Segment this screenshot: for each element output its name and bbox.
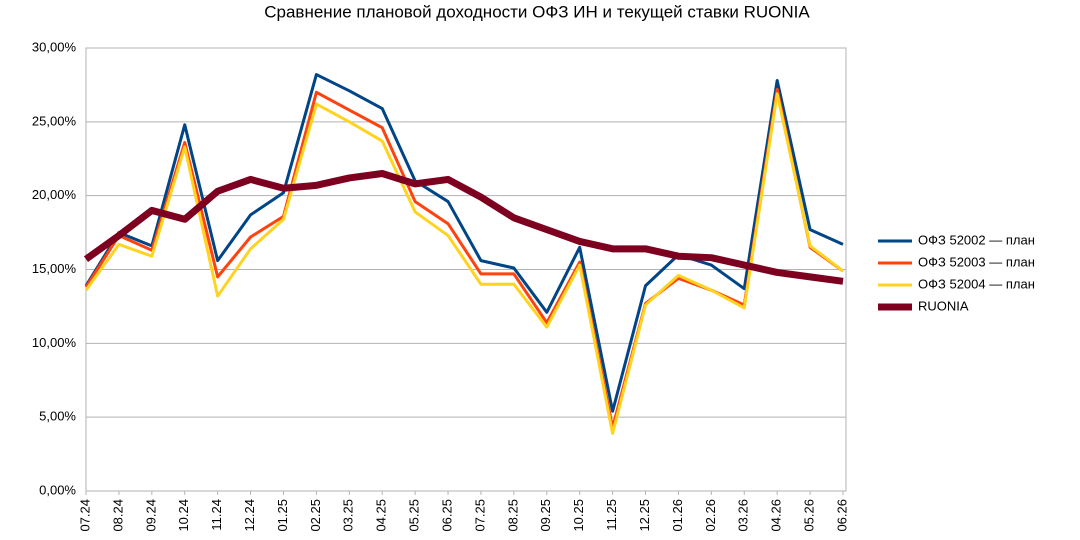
x-tick-label: 05.25 xyxy=(407,499,422,532)
x-tick-label: 02.25 xyxy=(308,499,323,532)
legend-label: ОФЗ 52004 — план xyxy=(918,276,1035,291)
legend-label: ОФЗ 52003 — план xyxy=(918,254,1035,269)
y-tick-label: 20,00% xyxy=(32,187,77,202)
y-tick-label: 10,00% xyxy=(32,335,77,350)
y-tick-label: 30,00% xyxy=(32,39,77,54)
y-tick-label: 15,00% xyxy=(32,261,77,276)
x-tick-label: 02.26 xyxy=(703,499,718,532)
x-tick-label: 07.24 xyxy=(77,499,92,532)
x-tick-label: 10.24 xyxy=(176,499,191,532)
x-tick-label: 04.25 xyxy=(374,499,389,532)
x-tick-label: 03.26 xyxy=(736,499,751,532)
x-tick-label: 09.25 xyxy=(538,499,553,532)
x-tick-label: 09.24 xyxy=(143,499,158,532)
x-tick-label: 08.25 xyxy=(505,499,520,532)
x-tick-label: 05.26 xyxy=(802,499,817,532)
x-tick-label: 07.25 xyxy=(472,499,487,532)
y-tick-label: 25,00% xyxy=(32,113,77,128)
legend-label: RUONIA xyxy=(918,298,969,313)
x-tick-label: 11.24 xyxy=(209,499,224,531)
y-tick-label: 5,00% xyxy=(39,409,76,424)
series-line xyxy=(83,170,844,285)
legend-label: ОФЗ 52002 — план xyxy=(918,232,1035,247)
y-tick-label: 0,00% xyxy=(39,482,76,497)
x-tick-label: 01.25 xyxy=(275,499,290,532)
x-tick-label: 04.26 xyxy=(769,499,784,532)
x-tick-label: 11.25 xyxy=(604,499,619,531)
x-tick-label: 12.25 xyxy=(637,499,652,532)
x-tick-label: 10.25 xyxy=(571,499,586,532)
x-tick-label: 12.24 xyxy=(242,499,257,532)
series-line xyxy=(84,92,844,435)
series-line xyxy=(84,73,844,413)
chart-title: Сравнение плановой доходности ОФЗ ИН и т… xyxy=(264,2,810,21)
x-tick-label: 06.25 xyxy=(439,499,454,532)
x-tick-label: 06.26 xyxy=(834,499,849,532)
plot-border xyxy=(85,47,847,492)
x-tick-label: 08.24 xyxy=(110,499,125,532)
x-tick-label: 01.26 xyxy=(670,499,685,532)
x-tick-label: 03.25 xyxy=(341,499,356,532)
